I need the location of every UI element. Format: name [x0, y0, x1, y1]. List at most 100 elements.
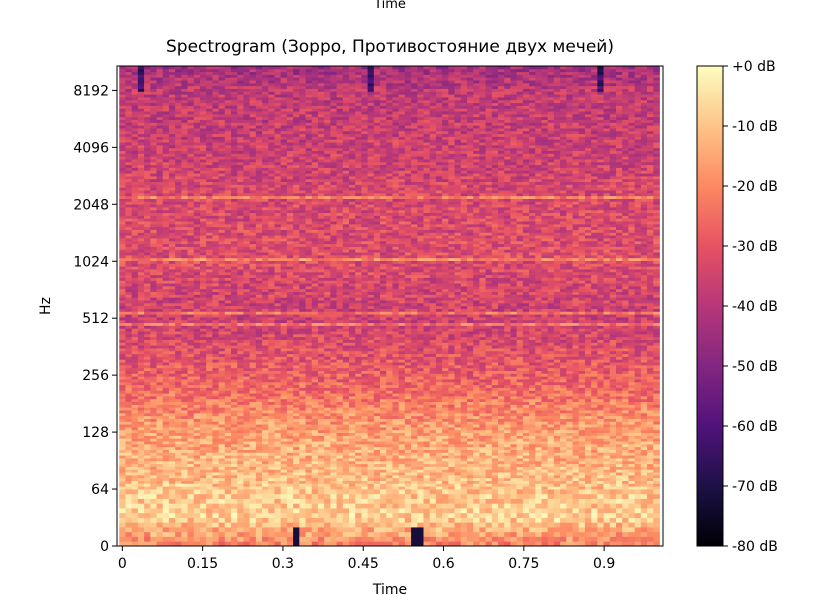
heatmap-cell: [262, 466, 269, 470]
heatmap-cell: [299, 229, 306, 233]
heatmap-cell: [305, 466, 313, 470]
heatmap-cell: [125, 342, 133, 346]
heatmap-cell: [243, 302, 251, 307]
heatmap-cell: [131, 147, 139, 152]
heatmap-cell: [255, 263, 263, 267]
heatmap-cell: [137, 288, 145, 293]
heatmap-cell: [268, 111, 275, 115]
heatmap-cell: [168, 508, 176, 514]
heatmap-cell: [131, 111, 139, 115]
heatmap-cell: [212, 531, 219, 537]
heatmap-cell: [249, 517, 257, 523]
heatmap-cell: [212, 285, 219, 290]
heatmap-cell: [199, 331, 207, 335]
heatmap-cell: [274, 74, 282, 78]
heatmap-cell: [305, 283, 313, 287]
heatmap-cell: [175, 384, 182, 388]
heatmap-cell: [206, 410, 213, 414]
heatmap-cell: [119, 130, 126, 135]
heatmap-cell: [206, 164, 213, 168]
heatmap-cell: [137, 469, 145, 473]
heatmap-cell: [187, 466, 195, 470]
heatmap-cell: [199, 147, 207, 152]
heatmap-cell: [181, 122, 188, 126]
heatmap-cell: [119, 71, 126, 75]
heatmap-cell: [212, 291, 219, 295]
heatmap-cell: [181, 424, 188, 428]
heatmap-cell: [175, 317, 182, 321]
heatmap-cell: [280, 99, 288, 104]
heatmap-cell: [305, 187, 313, 191]
heatmap-cell: [119, 263, 126, 267]
heatmap-cell: [119, 379, 126, 383]
heatmap-cell: [119, 147, 126, 152]
heatmap-cell: [125, 348, 133, 352]
heatmap-cell: [156, 541, 164, 547]
heatmap-cell: [144, 359, 151, 363]
heatmap-cell: [187, 144, 195, 149]
heatmap-cell: [224, 441, 232, 445]
heatmap-cell: [199, 71, 207, 75]
heatmap-cell: [193, 170, 201, 174]
heatmap-cell: [150, 181, 157, 185]
heatmap-cell: [175, 328, 182, 332]
heatmap-cell: [181, 77, 188, 81]
heatmap-cell: [131, 370, 139, 374]
heatmap-cell: [187, 401, 195, 405]
heatmap-cell: [168, 184, 176, 188]
heatmap-cell: [243, 455, 251, 459]
heatmap-cell: [212, 376, 219, 380]
heatmap-cell: [193, 263, 201, 267]
heatmap-cell: [237, 527, 244, 533]
heatmap-cell: [131, 77, 139, 81]
heatmap-cell: [249, 432, 257, 436]
heatmap-cell: [286, 311, 294, 315]
heatmap-cell: [286, 393, 294, 397]
heatmap-cell: [162, 322, 170, 326]
heatmap-cell: [156, 350, 164, 355]
heatmap-cell: [286, 111, 294, 115]
heatmap-cell: [150, 187, 157, 191]
heatmap-cell: [187, 527, 195, 533]
heatmap-cell: [206, 88, 213, 92]
heatmap-cell: [181, 364, 188, 369]
heatmap-cell: [119, 190, 126, 194]
heatmap-cell: [243, 498, 251, 504]
heatmap-cell: [175, 474, 182, 479]
heatmap-cell: [249, 285, 257, 290]
heatmap-cell: [293, 466, 300, 470]
heatmap-cell: [125, 498, 133, 504]
heatmap-cell: [212, 116, 219, 120]
heatmap-cell: [268, 271, 275, 276]
heatmap-cell: [162, 418, 170, 422]
heatmap-cell: [249, 150, 257, 154]
heatmap-cell: [168, 181, 176, 185]
heatmap-cell: [206, 232, 213, 236]
heatmap-cell: [125, 212, 133, 216]
heatmap-cell: [168, 77, 176, 81]
heatmap-cell: [125, 522, 133, 528]
heatmap-cell: [187, 181, 195, 185]
heatmap-cell: [193, 541, 201, 547]
heatmap-cell: [262, 522, 269, 528]
heatmap-cell: [150, 350, 157, 355]
heatmap-cell: [249, 348, 257, 352]
heatmap-cell: [119, 305, 126, 309]
heatmap-cell: [137, 443, 145, 448]
heatmap-cell: [237, 91, 244, 95]
heatmap-cell: [224, 384, 232, 388]
heatmap-cell: [181, 223, 188, 228]
heatmap-cell: [286, 77, 294, 81]
heatmap-cell: [144, 460, 151, 465]
heatmap-cell: [187, 517, 195, 523]
heatmap-cell: [181, 74, 188, 78]
heatmap-cell: [119, 139, 126, 143]
heatmap-cell: [286, 229, 294, 233]
heatmap-cell: [280, 288, 288, 293]
heatmap-cell: [199, 319, 207, 324]
heatmap-cell: [293, 190, 300, 194]
heatmap-cell: [137, 252, 145, 256]
heatmap-cell: [175, 308, 182, 312]
heatmap-cell: [293, 223, 300, 228]
heatmap-cell: [193, 317, 201, 321]
